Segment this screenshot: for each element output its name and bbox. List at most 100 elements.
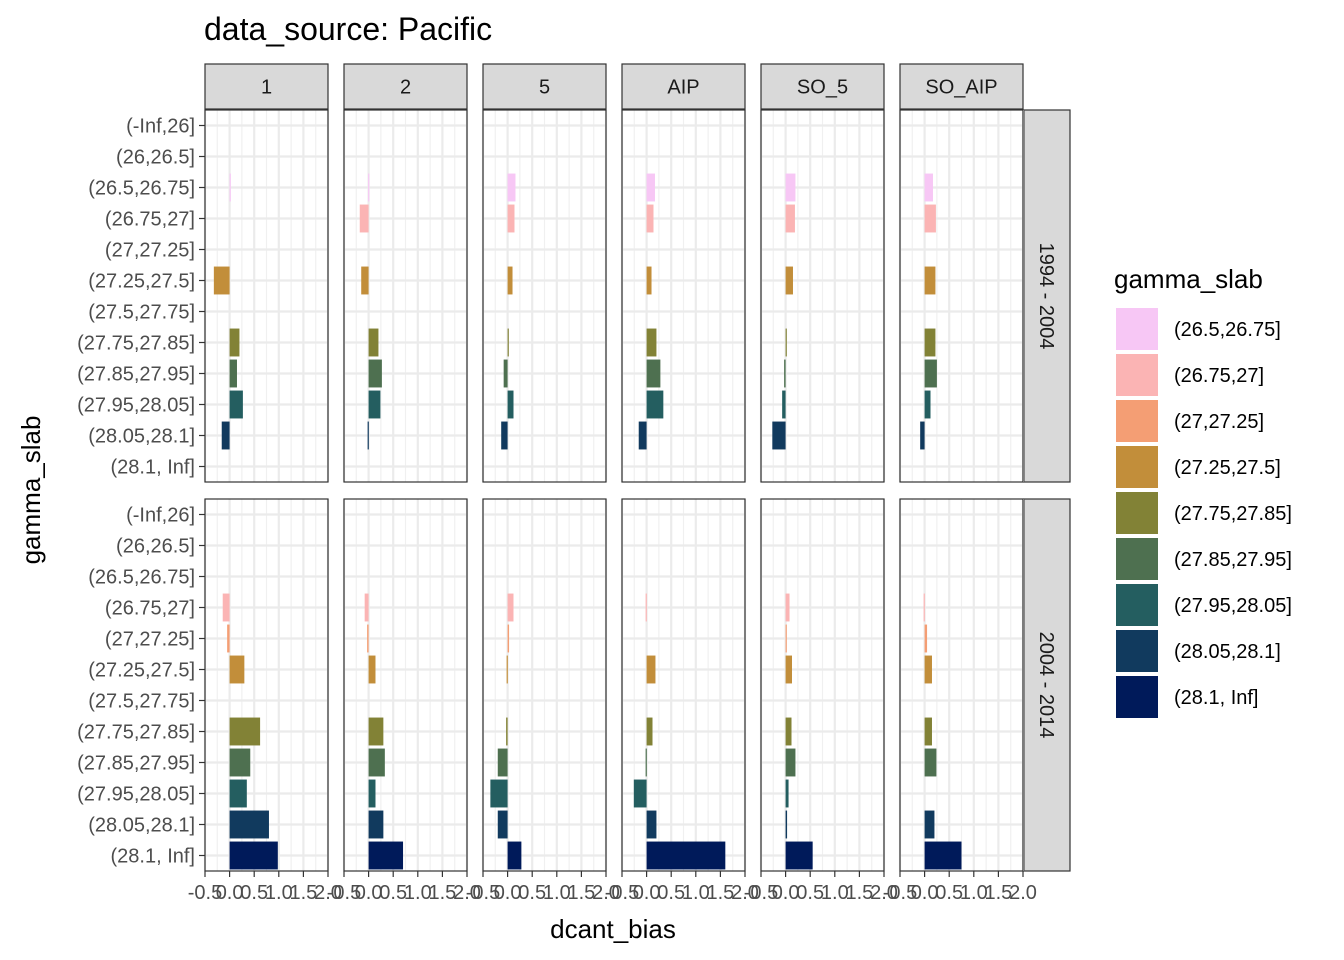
x-tick-label: 1.5: [706, 882, 734, 904]
x-tick-label: 2.0: [592, 882, 620, 904]
bar-28-05-28-1: [497, 810, 508, 839]
bar-27-25-27-5: [924, 266, 936, 295]
legend-key-27-75-27-85: [1116, 492, 1158, 534]
bar-28-1-inf: [646, 841, 726, 870]
x-tick-label: 1.0: [821, 882, 849, 904]
legend-label-26-75-27: (26.75,27]: [1174, 365, 1264, 387]
bar-26-5-26-75: [507, 173, 516, 202]
x-tick-label: 0.0: [355, 882, 383, 904]
y-tick-label: (27.25,27.5]: [88, 660, 195, 682]
legend-key-28-05-28-1: [1116, 630, 1158, 672]
bar-27-95-28-05: [924, 390, 931, 419]
legend-label-27-75-27-85: (27.75,27.85]: [1174, 503, 1292, 525]
x-tick-label: -0.5: [744, 882, 778, 904]
panel-border: [343, 498, 468, 872]
panel-border: [760, 109, 885, 483]
panel-2004-2014-2: [342, 498, 469, 872]
bar-28-05-28-1: [367, 421, 369, 450]
bar-27-95-28-05: [785, 779, 789, 808]
bar-27-25-27-5: [646, 266, 652, 295]
bar-26-75-27: [646, 204, 654, 233]
panel-1994-2004-so-5: [759, 109, 886, 483]
bar-26-75-27: [924, 204, 936, 233]
x-tick-label: 0.5: [518, 882, 546, 904]
panel-border: [343, 109, 468, 483]
x-tick-label: 1.5: [289, 882, 317, 904]
bar-27-95-28-05: [229, 390, 243, 419]
bar-28-05-28-1: [368, 810, 384, 839]
bar-28-1-inf: [229, 841, 278, 870]
x-tick-label: 2.0: [314, 882, 342, 904]
bar-27-95-28-05: [782, 390, 786, 419]
panels-group: 1 2 5 AIP SO_5 SO_AIP 1994 - 2004 2004 - 2014 (-…: [77, 63, 1071, 904]
bar-26-5-26-75: [924, 173, 933, 202]
column-strip-5: [482, 63, 607, 110]
x-tick-label: 0.5: [657, 882, 685, 904]
bar-27-25-27-5: [785, 266, 793, 295]
legend-key-26-75-27: [1116, 354, 1158, 396]
bar-28-05-28-1: [501, 421, 508, 450]
bar-27-75-27-85: [785, 717, 792, 746]
y-tick-label: (27.5,27.75]: [88, 691, 195, 713]
y-tick-label: (26.5,26.75]: [88, 567, 195, 589]
legend-label-27-27-25: (27,27.25]: [1174, 411, 1264, 433]
x-tick-label: 0.5: [796, 882, 824, 904]
y-tick-label: (-Inf,26]: [126, 505, 195, 527]
panel-border: [621, 109, 746, 483]
bar-28-05-28-1: [221, 421, 230, 450]
y-tick-label: (27.95,28.05]: [77, 784, 195, 806]
bar-28-05-28-1: [785, 810, 788, 839]
y-tick-label: (26.75,27]: [105, 598, 195, 620]
x-tick-label: 2.0: [1009, 882, 1037, 904]
legend-title: gamma_slab: [1114, 264, 1263, 294]
bar-27-25-27-5: [646, 655, 656, 684]
chart-title: data_source: Pacific: [204, 11, 492, 47]
bar-27-85-27-95: [785, 748, 796, 777]
x-tick-label: 1.5: [428, 882, 456, 904]
bar-26-75-27: [785, 204, 795, 233]
bar-26-75-27: [923, 593, 925, 622]
legend-key-27-25-27-5: [1116, 446, 1158, 488]
legend-label-28-05-28-1: (28.05,28.1]: [1174, 641, 1281, 663]
panel-border: [482, 498, 607, 872]
bar-27-85-27-95: [924, 359, 937, 388]
legend-label-27-95-28-05: (27.95,28.05]: [1174, 595, 1292, 617]
y-tick-label: (28.1, Inf]: [111, 846, 196, 868]
column-strip-aip: [621, 63, 746, 110]
bar-27-95-28-05: [229, 779, 247, 808]
legend-key-27-27-25: [1116, 400, 1158, 442]
bar-27-25-27-5: [213, 266, 230, 295]
bar-27-25-27-5: [368, 655, 376, 684]
bar-27-25-27-5: [229, 655, 245, 684]
column-strip-so-5: [760, 63, 885, 110]
bar-28-05-28-1: [646, 810, 657, 839]
column-strip-label-aip: AIP: [667, 77, 699, 99]
legend-key-28-1-inf: [1116, 676, 1158, 718]
column-strip-label-2: 2: [400, 77, 411, 99]
y-tick-label: (26,26.5]: [116, 147, 195, 169]
y-axis-title: gamma_slab: [16, 416, 46, 565]
legend-key-27-85-27-95: [1116, 538, 1158, 580]
bar-27-25-27-5: [361, 266, 369, 295]
bar-27-27-25: [507, 624, 510, 653]
bar-27-85-27-95: [368, 748, 385, 777]
panel-border: [899, 109, 1024, 483]
column-strip-label-so-aip: SO_AIP: [925, 77, 997, 99]
bar-27-75-27-85: [646, 717, 653, 746]
bar-27-25-27-5: [785, 655, 792, 684]
bar-26-75-27: [785, 593, 790, 622]
bar-28-05-28-1: [924, 810, 935, 839]
bar-27-75-27-85: [924, 328, 936, 357]
bar-27-75-27-85: [507, 328, 509, 357]
bar-28-1-inf: [368, 841, 404, 870]
panel-border: [204, 498, 329, 872]
legend-label-28-1-inf: (28.1, Inf]: [1174, 687, 1259, 709]
bar-27-85-27-95: [229, 359, 237, 388]
column-strip-so-aip: [899, 63, 1024, 110]
bar-27-27-25: [227, 624, 230, 653]
panel-2004-2014-so-aip: [898, 498, 1025, 872]
bar-28-05-28-1: [772, 421, 786, 450]
bar-27-85-27-95: [645, 748, 647, 777]
x-tick-label: 1.5: [845, 882, 873, 904]
bar-26-75-27: [359, 204, 369, 233]
